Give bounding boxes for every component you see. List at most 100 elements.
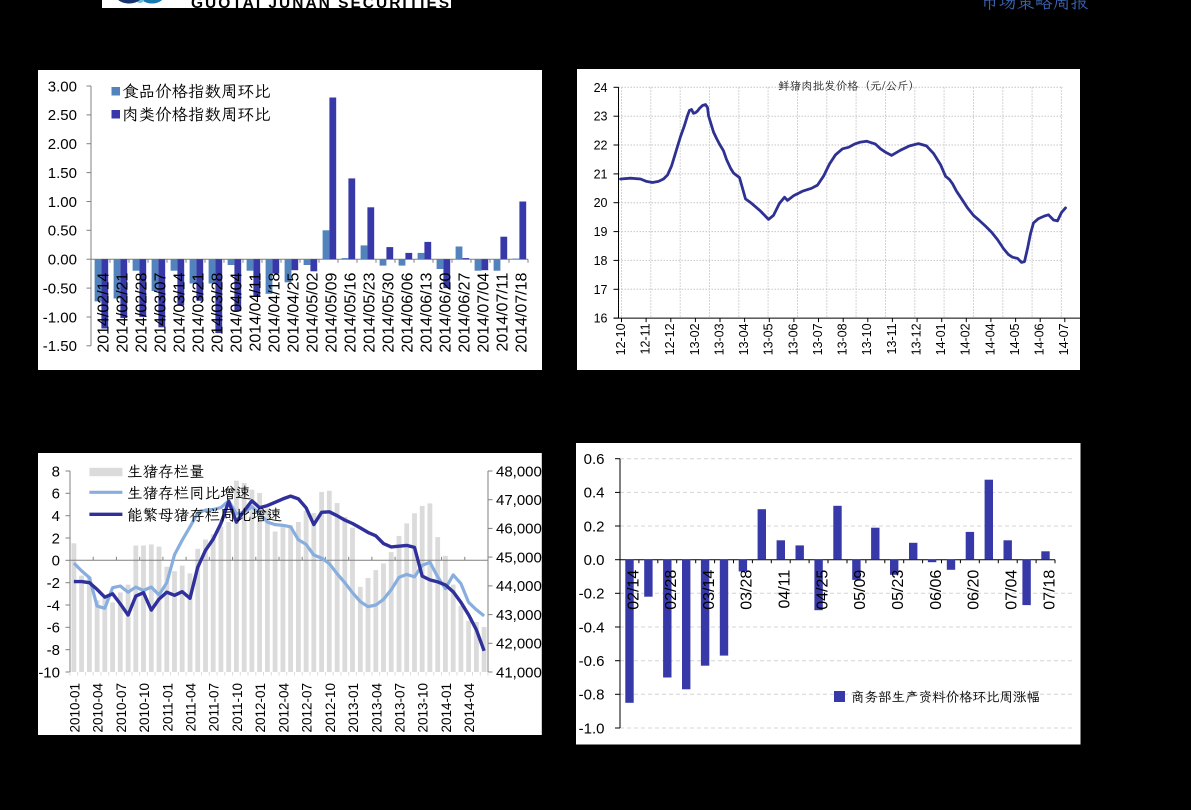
svg-text:13-06: 13-06 — [786, 323, 800, 355]
svg-text:2014/06/06: 2014/06/06 — [400, 272, 417, 352]
svg-text:0.50: 0.50 — [48, 223, 77, 240]
svg-text:05/23: 05/23 — [890, 570, 907, 610]
svg-text:47,000: 47,000 — [496, 492, 542, 509]
svg-text:-0.8: -0.8 — [579, 687, 605, 704]
svg-text:2014/02/28: 2014/02/28 — [134, 272, 151, 352]
svg-text:2014/04/18: 2014/04/18 — [267, 272, 284, 352]
svg-text:2: 2 — [52, 530, 60, 547]
svg-text:3.00: 3.00 — [48, 78, 77, 95]
svg-text:22: 22 — [593, 138, 607, 152]
svg-text:0.0: 0.0 — [584, 552, 605, 569]
svg-text:23: 23 — [593, 109, 607, 123]
svg-text:19: 19 — [593, 225, 607, 239]
svg-text:14-07: 14-07 — [1057, 323, 1071, 355]
svg-text:04/11: 04/11 — [777, 570, 794, 609]
svg-text:-2: -2 — [47, 575, 60, 592]
svg-text:2014/07/04: 2014/07/04 — [476, 272, 493, 352]
svg-text:6: 6 — [52, 485, 60, 502]
svg-text:07/04: 07/04 — [1004, 570, 1021, 610]
svg-text:2014/05/09: 2014/05/09 — [324, 272, 341, 352]
svg-text:14-02: 14-02 — [958, 323, 972, 355]
svg-text:-10: -10 — [38, 664, 60, 681]
svg-text:17: 17 — [593, 282, 607, 296]
svg-text:2014/05/16: 2014/05/16 — [343, 272, 360, 352]
svg-text:2014/06/20: 2014/06/20 — [438, 272, 455, 352]
svg-text:14-05: 14-05 — [1008, 323, 1022, 355]
svg-text:13-02: 13-02 — [687, 323, 701, 355]
svg-text:GUOTAI JUNAN SECURITIES: GUOTAI JUNAN SECURITIES — [191, 0, 451, 12]
svg-text:1.00: 1.00 — [48, 194, 77, 211]
svg-text:-0.6: -0.6 — [579, 653, 605, 670]
svg-text:24: 24 — [593, 80, 607, 94]
svg-text:14-06: 14-06 — [1032, 323, 1046, 355]
svg-text:2013-07: 2013-07 — [392, 682, 407, 732]
svg-text:2010-04: 2010-04 — [91, 682, 106, 732]
svg-text:43,000: 43,000 — [496, 606, 542, 623]
svg-text:8: 8 — [52, 463, 60, 480]
svg-text:2013-10: 2013-10 — [416, 682, 431, 732]
svg-text:13-08: 13-08 — [835, 323, 849, 355]
svg-text:2014/07/11: 2014/07/11 — [495, 272, 512, 351]
svg-text:2010-01: 2010-01 — [67, 682, 82, 732]
svg-text:2013-04: 2013-04 — [369, 682, 384, 732]
svg-text:2010-07: 2010-07 — [114, 682, 129, 732]
svg-text:2014-04: 2014-04 — [462, 682, 477, 732]
svg-text:44,000: 44,000 — [496, 578, 542, 595]
svg-text:-1.00: -1.00 — [43, 309, 77, 326]
svg-text:42,000: 42,000 — [496, 635, 542, 652]
svg-text:-1.0: -1.0 — [579, 720, 605, 737]
svg-text:13-03: 13-03 — [712, 323, 726, 355]
svg-text:2014/04/11: 2014/04/11 — [248, 272, 265, 351]
svg-text:2014/05/02: 2014/05/02 — [305, 272, 322, 352]
svg-text:-6: -6 — [47, 619, 60, 636]
svg-text:0.2: 0.2 — [584, 518, 605, 535]
svg-text:2014/05/23: 2014/05/23 — [362, 272, 379, 352]
svg-text:2011-04: 2011-04 — [183, 682, 198, 731]
svg-text:12-12: 12-12 — [663, 323, 677, 355]
svg-text:16: 16 — [593, 311, 607, 325]
svg-text:-4: -4 — [47, 597, 60, 614]
svg-text:12-11: 12-11 — [638, 323, 652, 354]
svg-text:0.00: 0.00 — [48, 252, 77, 269]
svg-text:-0.2: -0.2 — [579, 586, 605, 603]
svg-text:2.50: 2.50 — [48, 107, 77, 124]
svg-text:14-01: 14-01 — [934, 323, 948, 355]
svg-text:2011-01: 2011-01 — [160, 682, 175, 731]
svg-text:03/14: 03/14 — [701, 570, 718, 610]
svg-text:2.00: 2.00 — [48, 136, 77, 153]
svg-text:0: 0 — [52, 552, 60, 569]
svg-text:-0.4: -0.4 — [579, 619, 605, 636]
svg-text:18: 18 — [593, 254, 607, 268]
svg-text:2014/05/30: 2014/05/30 — [381, 272, 398, 352]
svg-text:07/18: 07/18 — [1041, 570, 1058, 610]
svg-text:2014-01: 2014-01 — [439, 682, 454, 732]
svg-text:14-04: 14-04 — [983, 323, 997, 355]
svg-text:2013-01: 2013-01 — [346, 682, 361, 732]
svg-text:06/06: 06/06 — [928, 570, 945, 610]
svg-text:13-05: 13-05 — [761, 323, 775, 355]
svg-text:2014/07/18: 2014/07/18 — [514, 272, 531, 352]
svg-text:21: 21 — [593, 167, 607, 181]
svg-text:2012-10: 2012-10 — [323, 682, 338, 732]
svg-text:13-04: 13-04 — [737, 323, 751, 355]
svg-text:0.4: 0.4 — [584, 485, 605, 502]
svg-text:4: 4 — [52, 508, 60, 525]
svg-text:12-10: 12-10 — [613, 323, 627, 355]
svg-text:2012-04: 2012-04 — [276, 682, 291, 732]
svg-text:41,000: 41,000 — [496, 664, 542, 681]
svg-text:20: 20 — [593, 196, 607, 210]
svg-text:2014/06/27: 2014/06/27 — [457, 272, 474, 352]
svg-text:-1.50: -1.50 — [43, 338, 77, 355]
svg-text:2014/03/14: 2014/03/14 — [172, 272, 189, 352]
svg-text:13-12: 13-12 — [909, 323, 923, 355]
svg-text:2014/06/13: 2014/06/13 — [419, 272, 436, 352]
svg-text:2014/03/21: 2014/03/21 — [191, 272, 208, 352]
svg-text:03/28: 03/28 — [739, 570, 756, 610]
svg-text:48,000: 48,000 — [496, 463, 542, 480]
svg-text:2014/03/07: 2014/03/07 — [153, 272, 170, 352]
svg-text:02/14: 02/14 — [625, 570, 642, 610]
svg-text:06/20: 06/20 — [966, 570, 983, 610]
svg-text:2012-07: 2012-07 — [300, 682, 315, 732]
svg-text:2012-01: 2012-01 — [253, 682, 268, 732]
svg-text:2014/02/14: 2014/02/14 — [96, 272, 113, 352]
